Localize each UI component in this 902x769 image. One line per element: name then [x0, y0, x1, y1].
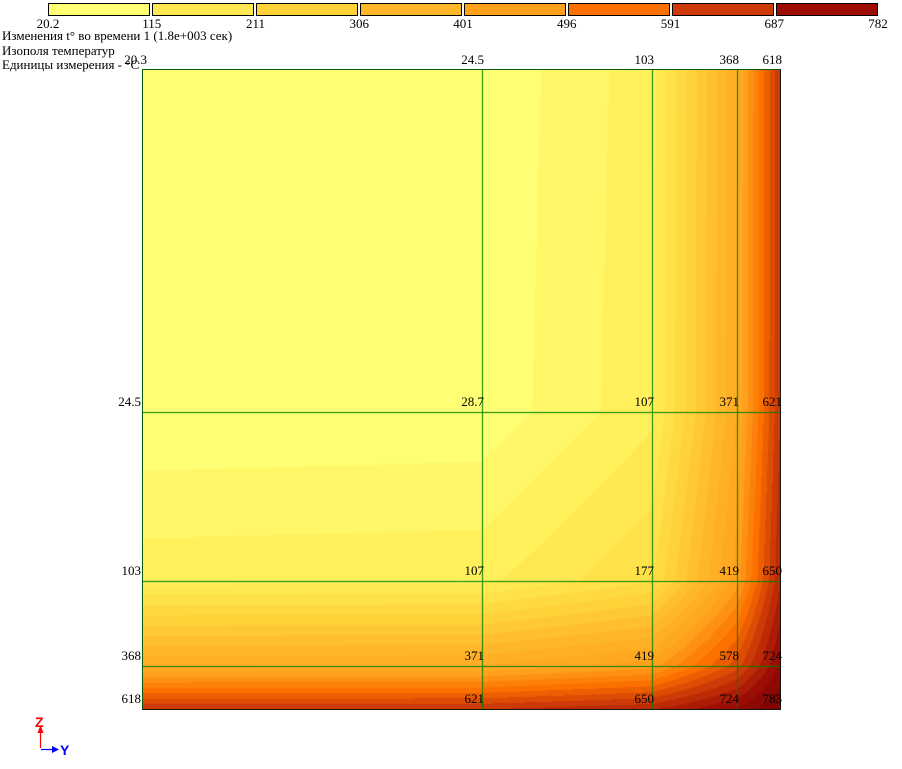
view-subtitle: Изополя температур [2, 43, 115, 58]
node-temperature-label: 20.3 [124, 52, 147, 67]
z-axis-label: Z [35, 714, 44, 730]
units-label: Единицы измерения - °C [2, 57, 140, 72]
legend-swatch-7 [776, 3, 878, 16]
node-temperature-label: 107 [634, 394, 655, 409]
node-temperature-label: 621 [464, 691, 485, 706]
node-temperature-label: 28.7 [461, 394, 484, 409]
legend-swatch-6 [672, 3, 774, 16]
legend-swatch-5 [568, 3, 670, 16]
legend-tick-label: 306 [349, 16, 370, 31]
legend-tick-label: 687 [764, 16, 785, 31]
node-temperature-label: 724 [762, 648, 783, 663]
node-temperature-label: 371 [464, 648, 485, 663]
legend-swatch-0 [48, 3, 150, 16]
node-temperature-label: 368 [719, 52, 740, 67]
legend-swatch-2 [256, 3, 358, 16]
color-scale-bar [48, 3, 878, 16]
legend-tick-label: 591 [660, 16, 681, 31]
node-temperature-label: 371 [719, 394, 740, 409]
node-temperature-label: 650 [762, 563, 783, 578]
node-temperature-label: 621 [762, 394, 783, 409]
temperature-field-canvas [143, 70, 780, 709]
node-temperature-label: 578 [719, 648, 740, 663]
legend-swatch-1 [152, 3, 254, 16]
legend-tick-label: 496 [557, 16, 577, 31]
legend-swatch-3 [360, 3, 462, 16]
node-temperature-label: 107 [464, 563, 485, 578]
node-temperature-label: 368 [121, 648, 142, 663]
legend-tick-label: 211 [245, 16, 266, 31]
node-temperature-label: 419 [634, 648, 655, 663]
y-axis-label: Y [60, 742, 70, 758]
node-temperature-label: 419 [719, 563, 740, 578]
contour-plot-viewport[interactable] [142, 69, 781, 710]
axis-triad: Z Y [35, 714, 70, 758]
legend-swatch-4 [464, 3, 566, 16]
z-axis-arrowhead [37, 725, 44, 733]
y-axis-arrowhead [52, 746, 59, 753]
node-temperature-label: 103 [634, 52, 655, 67]
node-temperature-label: 177 [634, 563, 655, 578]
view-title: Изменения t° во времени 1 (1.8e+003 сек) [2, 28, 233, 43]
node-temperature-label: 724 [719, 691, 740, 706]
node-temperature-label: 783 [762, 691, 783, 706]
node-temperature-label: 24.5 [461, 52, 484, 67]
legend-tick-label: 20.2 [36, 16, 60, 31]
node-temperature-label: 618 [762, 52, 783, 67]
node-temperature-label: 650 [634, 691, 655, 706]
node-temperature-label: 618 [121, 691, 142, 706]
legend-tick-label: 782 [868, 16, 888, 31]
legend-tick-label: 401 [453, 16, 473, 31]
node-temperature-label: 24.5 [118, 394, 141, 409]
node-temperature-label: 103 [121, 563, 142, 578]
legend-tick-label: 115 [142, 16, 162, 31]
